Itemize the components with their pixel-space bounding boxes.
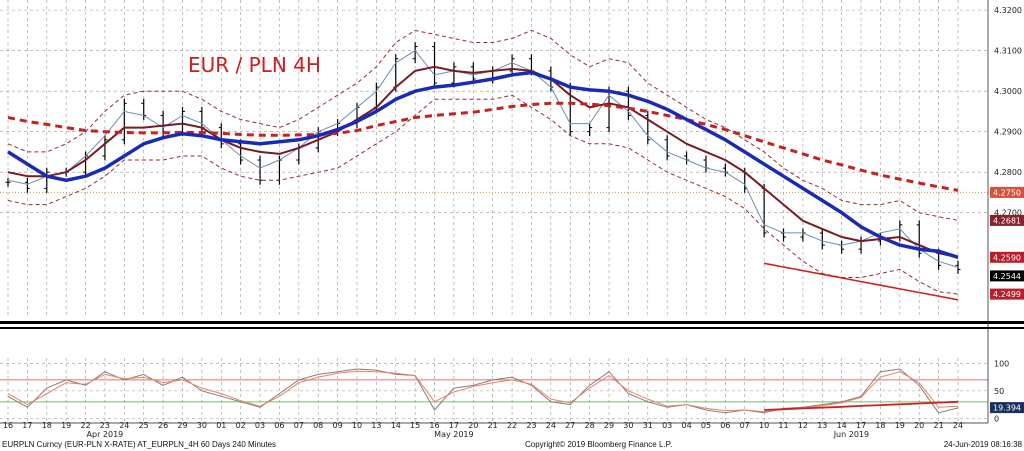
x-tick-label: 27: [565, 421, 575, 430]
x-tick-label: 05: [701, 421, 711, 430]
x-tick-label: 26: [158, 421, 168, 430]
x-tick-label: 09: [333, 421, 343, 430]
x-tick-label: 17: [449, 421, 459, 430]
main-y-tick-label: 4.2700: [994, 209, 1022, 218]
label-layer: EUR / PLN 4H 4.2700 4.2800 4.2900 4.3000 4.31…: [3, 6, 1024, 439]
x-tick-label: 02: [236, 421, 246, 430]
price-tag-label: 4.2499: [993, 290, 1021, 299]
price-tag-label: 4.2750: [993, 188, 1021, 197]
price-tag-box: [990, 186, 1024, 198]
x-tick-label: 23: [526, 421, 536, 430]
x-tick-label: 14: [837, 421, 847, 430]
x-tick-label: 22: [507, 421, 517, 430]
x-tick-label: 25: [139, 421, 149, 430]
x-tick-label: 10: [759, 421, 769, 430]
x-tick-label: 23: [100, 421, 110, 430]
main-y-tick-label: 4.2900: [994, 128, 1022, 137]
price-tag-box: [990, 288, 1024, 300]
x-tick-label: 28: [585, 421, 595, 430]
x-tick-label: 14: [391, 421, 401, 430]
x-tick-label: 17: [22, 421, 32, 430]
x-tick-label: 01: [216, 421, 226, 430]
x-tick-label: 06: [720, 421, 730, 430]
x-tick-label: 19: [895, 421, 905, 430]
osc-y-tick-label: 100: [994, 360, 1009, 369]
x-tick-label: 03: [662, 421, 672, 430]
month-label: Jun 2019: [833, 430, 869, 439]
month-label: Apr 2019: [87, 430, 124, 439]
x-tick-label: 11: [778, 421, 788, 430]
x-tick-label: 21: [934, 421, 944, 430]
x-tick-label: 13: [817, 421, 827, 430]
series-layer: [5, 29, 961, 414]
x-tick-label: 30: [623, 421, 633, 430]
mid-average-line: [7, 65, 959, 259]
footer-right: 24-Jun-2019 08:16:38: [943, 440, 1022, 449]
x-tick-label: 31: [643, 421, 653, 430]
month-label: May 2019: [434, 430, 473, 439]
moving-average-blue-line: [7, 70, 959, 259]
x-tick-label: 03: [255, 421, 265, 430]
x-tick-label: 24: [119, 421, 129, 430]
x-tick-label: 24: [953, 421, 963, 430]
panel-separator-top: [0, 321, 1024, 324]
x-tick-label: 04: [682, 421, 692, 430]
x-tick-label: 18: [42, 421, 52, 430]
x-tick-label: 29: [177, 421, 187, 430]
x-tick-label: 19: [61, 421, 71, 430]
x-tick-label: 30: [197, 421, 207, 430]
price-tag-label: 4.2590: [993, 253, 1021, 262]
trend-line-main: [763, 262, 959, 301]
x-tick-label: 16: [429, 421, 439, 430]
x-tick-label: 22: [81, 421, 91, 430]
x-tick-label: 07: [294, 421, 304, 430]
osc-value-tag-box: [990, 402, 1024, 414]
lower-band-line: [7, 94, 959, 295]
price-tag-label: 4.2544: [993, 272, 1021, 281]
upper-band-line: [7, 29, 959, 221]
main-y-tick-label: 4.3000: [994, 87, 1022, 96]
x-tick-label: 17: [856, 421, 866, 430]
main-y-tick-label: 4.3100: [994, 47, 1022, 56]
x-tick-label: 16: [3, 421, 13, 430]
panel-separator-bottom: [0, 327, 1024, 329]
chart-title: EUR / PLN 4H: [188, 53, 321, 77]
x-tick-label: 21: [488, 421, 498, 430]
x-tick-label: 08: [313, 421, 323, 430]
x-tick-label: 20: [914, 421, 924, 430]
x-tick-label: 15: [410, 421, 420, 430]
main-y-tick-label: 4.2800: [994, 168, 1022, 177]
price-tag-box: [990, 270, 1024, 282]
oscillator-line-grey: [7, 368, 959, 414]
osc-y-tick-label: 50: [994, 387, 1004, 396]
osc-y-tick-label: 0: [994, 414, 999, 423]
x-tick-label: 20: [468, 421, 478, 430]
footer-center: Copyright© 2019 Bloomberg Finance L.P.: [525, 440, 673, 449]
x-tick-label: 29: [604, 421, 614, 430]
long-average-dashed-line: [7, 101, 959, 192]
x-tick-label: 18: [875, 421, 885, 430]
osc-value-tag-label: 19.394: [993, 404, 1021, 413]
x-tick-label: 06: [274, 421, 284, 430]
x-tick-label: 12: [798, 421, 808, 430]
trend-line-oscillator: [764, 400, 959, 411]
main-y-tick-label: 4.3200: [994, 6, 1022, 15]
x-tick-label: 13: [371, 421, 381, 430]
footer-left: EURPLN Curncy (EUR-PLN X-RATE) AT_EURPLN…: [2, 440, 277, 449]
x-tick-label: 24: [546, 421, 556, 430]
price-tag-label: 4.2681: [993, 216, 1021, 225]
x-tick-label: 10: [352, 421, 362, 430]
price-tag-box: [990, 214, 1024, 226]
x-tick-label: 07: [740, 421, 750, 430]
price-tag-box: [990, 251, 1024, 263]
